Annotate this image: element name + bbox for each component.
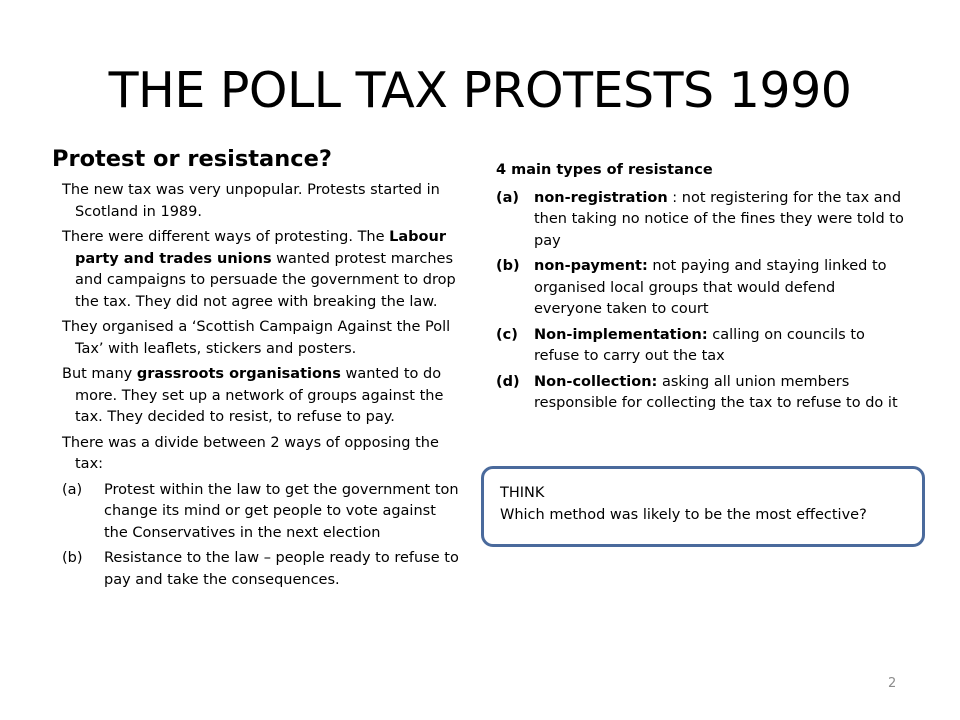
item-b-text: not paying and staying linked to organis… bbox=[534, 258, 887, 317]
paragraph-1: The new tax was very unpopular. Protests… bbox=[62, 182, 440, 220]
paragraph-3: They organised a ‘Scottish Campaign Agai… bbox=[62, 319, 451, 357]
item-a-text: : not registering for the tax and then t… bbox=[534, 189, 904, 249]
item-d-term: Non-collection: bbox=[534, 373, 658, 390]
slide-title: THE POLL TAX PROTESTS 1990 bbox=[108, 62, 852, 119]
think-question: Which method was likely to be the most e… bbox=[500, 506, 867, 523]
paragraph-2-text-a: There were different ways of protesting.… bbox=[62, 229, 390, 245]
left-heading: Protest or resistance? bbox=[52, 146, 332, 172]
paragraph-4-text-c: wanted to do more. They set up a network… bbox=[75, 366, 444, 425]
option-a: (a) Protest within the law to get the go… bbox=[62, 480, 462, 545]
left-column: Protest or resistance? The new tax was v… bbox=[52, 146, 462, 595]
item-a-term: non-registration bbox=[534, 189, 668, 206]
item-c-label: (c) bbox=[496, 326, 518, 343]
item-a-label: (a) bbox=[496, 189, 520, 206]
resistance-item-c: (c) Non-implementation: calling on counc… bbox=[496, 325, 906, 368]
paragraph-2-bold: Labour party and trades unions bbox=[75, 229, 446, 267]
right-heading: 4 main types of resistance bbox=[496, 162, 713, 178]
paragraph-2-text-c: wanted protest marches and campaigns to … bbox=[75, 250, 456, 310]
think-label: THINK bbox=[500, 485, 545, 501]
paragraph-4-text-a: But many bbox=[62, 366, 137, 382]
paragraph-4: But many grassroots organisations wanted… bbox=[62, 364, 462, 429]
item-b-label: (b) bbox=[496, 258, 520, 274]
item-d-body: Non-collection: asking all union members… bbox=[534, 372, 906, 415]
right-column: 4 main types of resistance (a) non-regis… bbox=[496, 160, 906, 419]
option-a-label: (a) bbox=[62, 481, 83, 498]
item-c-body: Non-implementation: calling on councils … bbox=[534, 325, 906, 368]
item-d-text: asking all union members responsible for… bbox=[534, 373, 898, 412]
resistance-item-d: (d) Non-collection: asking all union mem… bbox=[496, 372, 906, 415]
option-b-text: Resistance to the law – people ready to … bbox=[104, 550, 459, 588]
option-b: (b) Resistance to the law – people ready… bbox=[62, 548, 462, 591]
item-d-label: (d) bbox=[496, 373, 520, 390]
paragraph-2: There were different ways of protesting.… bbox=[62, 227, 462, 313]
resistance-item-a: (a) non-registration : not registering f… bbox=[496, 188, 906, 253]
think-box: THINK Which method was likely to be the … bbox=[481, 466, 925, 547]
paragraph-4-bold: grassroots organisations bbox=[136, 366, 341, 382]
item-c-text: calling on councils to refuse to carry o… bbox=[534, 326, 865, 365]
item-a-body: non-registration : not registering for t… bbox=[534, 188, 906, 253]
resistance-item-b: (b) non-payment: not paying and staying … bbox=[496, 256, 906, 321]
option-b-label: (b) bbox=[62, 550, 83, 566]
page-number: 2 bbox=[888, 676, 897, 691]
item-c-term: Non-implementation: bbox=[534, 326, 708, 343]
paragraph-5: There was a divide between 2 ways of opp… bbox=[62, 434, 439, 473]
option-a-text: Protest within the law to get the govern… bbox=[104, 481, 459, 541]
item-b-term: non-payment: bbox=[534, 258, 648, 274]
item-b-body: non-payment: not paying and staying link… bbox=[534, 256, 906, 321]
